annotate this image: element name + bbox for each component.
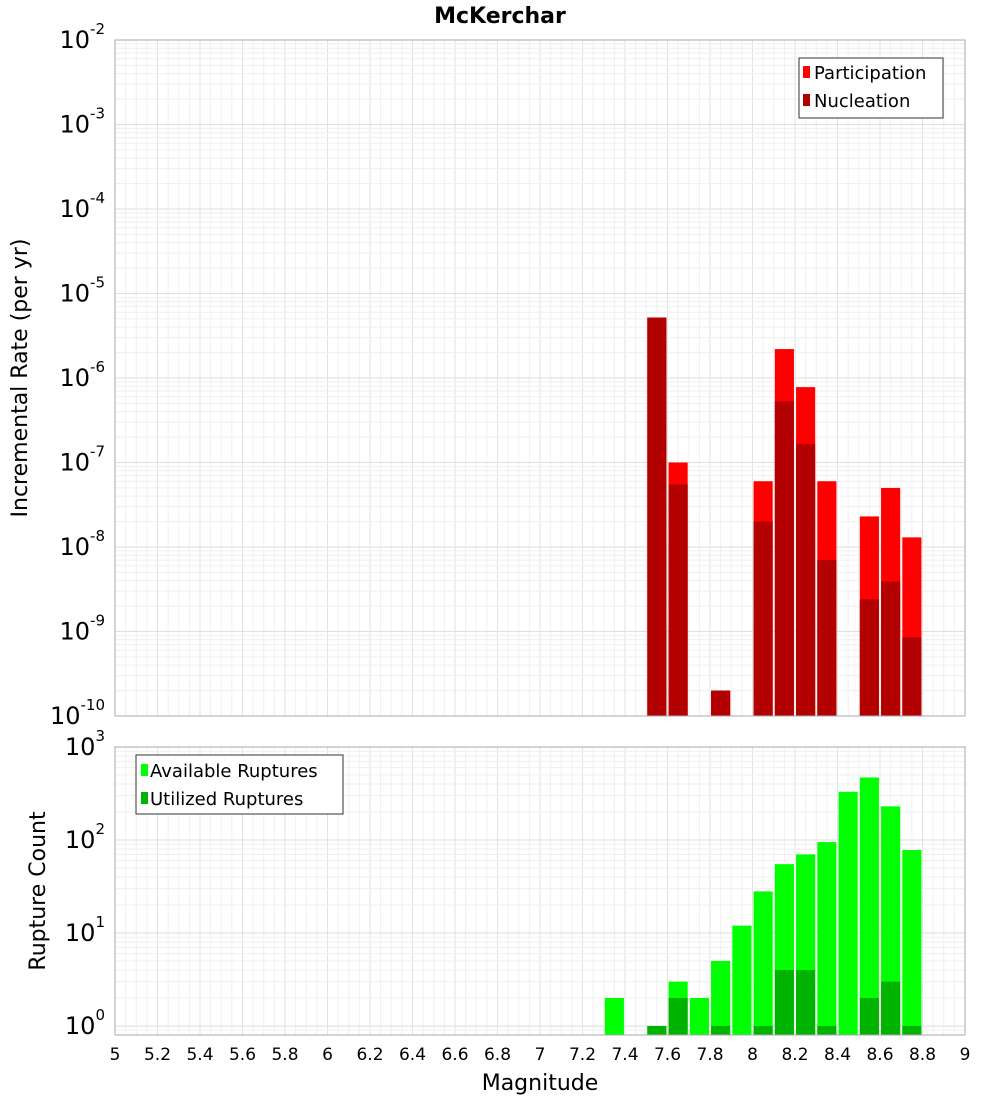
count-y-axis-label: Rupture Count <box>26 811 51 971</box>
x-tick-label: 5.8 <box>271 1045 298 1065</box>
participation-legend-swatch <box>803 66 810 78</box>
y-tick-label: 10-4 <box>59 189 105 223</box>
y-tick-label: 10-10 <box>50 696 105 730</box>
count-panel: 103 102 101 100 Rupture Count Available Rup… <box>26 727 966 1040</box>
participation-legend-label: Participation <box>814 63 926 84</box>
nucleation-bar <box>774 401 794 716</box>
nucleation-bar <box>881 581 901 716</box>
available-ruptures-bar <box>689 997 709 1035</box>
y-tick-label: 10-7 <box>59 443 105 477</box>
rate-legend: Participation Nucleation <box>798 57 944 119</box>
available-ruptures-bar <box>881 806 901 1035</box>
x-tick-label: 5.6 <box>229 1045 256 1065</box>
utilized-ruptures-bar <box>796 969 816 1035</box>
x-tick-labels: 5 5.2 5.4 5.6 5.8 6 6.2 6.4 6.6 6.8 7 7.2 7.4 7.6 7.8 8… <box>110 1045 971 1065</box>
available-ruptures-bar <box>859 777 879 1035</box>
x-tick-label: 5.2 <box>144 1045 171 1065</box>
x-tick-label: 8 <box>747 1045 758 1065</box>
x-tick-label: 7 <box>535 1045 546 1065</box>
y-tick-label: 100 <box>65 1006 105 1040</box>
y-tick-label: 10-9 <box>59 612 105 646</box>
x-tick-label: 6.2 <box>356 1045 383 1065</box>
x-tick-label: 7.6 <box>654 1045 681 1065</box>
nucleation-bar <box>817 560 837 716</box>
count-bars <box>604 777 922 1035</box>
available-ruptures-bar <box>838 791 858 1035</box>
nucleation-bar <box>753 521 773 716</box>
available-ruptures-legend-label: Available Ruptures <box>150 761 318 782</box>
available-ruptures-legend-swatch <box>141 764 148 776</box>
y-tick-label: 10-8 <box>59 527 105 561</box>
nucleation-bar <box>902 637 922 716</box>
available-ruptures-bar <box>732 925 752 1035</box>
x-tick-label: 6.6 <box>441 1045 468 1065</box>
y-tick-label: 103 <box>65 727 105 761</box>
x-tick-label: 6.4 <box>399 1045 426 1065</box>
count-y-ticks: 103 102 101 100 <box>65 727 105 1040</box>
count-legend-box <box>135 754 344 815</box>
available-ruptures-bar <box>604 997 624 1035</box>
utilized-ruptures-bar <box>774 969 794 1035</box>
utilized-ruptures-bar <box>711 1025 731 1035</box>
x-tick-label: 7.2 <box>569 1045 596 1065</box>
y-tick-label: 10-2 <box>59 20 105 54</box>
y-tick-label: 101 <box>65 913 105 947</box>
rate-plot-border <box>114 39 966 717</box>
rate-y-ticks: 10-2 10-3 10-4 10-5 10-6 10-7 10-8 10-9 10-10 <box>50 20 105 730</box>
utilized-ruptures-bar <box>753 1025 773 1035</box>
utilized-ruptures-bar <box>881 981 901 1035</box>
available-ruptures-bar <box>902 850 922 1035</box>
rate-legend-box <box>798 57 944 119</box>
nucleation-bar <box>796 444 816 716</box>
y-tick-label: 10-5 <box>59 274 105 308</box>
rate-grid <box>114 40 966 717</box>
utilized-ruptures-bar <box>817 1025 837 1035</box>
chart-title: McKerchar <box>434 4 566 29</box>
nucleation-bar <box>668 484 688 716</box>
nucleation-bar <box>711 690 731 716</box>
utilized-ruptures-bar <box>668 997 688 1035</box>
utilized-ruptures-legend-label: Utilized Ruptures <box>150 789 303 810</box>
x-tick-label: 6 <box>322 1045 333 1065</box>
x-tick-label: 8.2 <box>781 1045 808 1065</box>
rate-panel: 10-2 10-3 10-4 10-5 10-6 10-7 10-8 10-9 10-10 In… <box>8 20 966 730</box>
count-legend: Available Ruptures Utilized Ruptures <box>135 754 344 815</box>
x-tick-label: 8.6 <box>866 1045 893 1065</box>
x-tick-label: 5 <box>110 1045 121 1065</box>
rate-bars <box>647 317 922 716</box>
x-tick-label: 8.8 <box>909 1045 936 1065</box>
x-axis-label: Magnitude <box>482 1071 599 1096</box>
nucleation-bar <box>647 317 667 716</box>
nucleation-bar <box>859 599 879 716</box>
x-tick-label: 9 <box>960 1045 971 1065</box>
x-tick-label: 7.8 <box>696 1045 723 1065</box>
nucleation-legend-label: Nucleation <box>814 91 910 112</box>
y-tick-label: 10-6 <box>59 358 105 392</box>
nucleation-legend-swatch <box>803 94 810 106</box>
rate-y-axis-label: Incremental Rate (per yr) <box>8 239 33 518</box>
y-tick-label: 10-3 <box>59 105 105 139</box>
y-tick-label: 102 <box>65 820 105 854</box>
count-plot-border <box>114 746 966 1036</box>
x-tick-label: 7.4 <box>611 1045 638 1065</box>
x-tick-label: 8.4 <box>824 1045 851 1065</box>
x-tick-label: 5.4 <box>186 1045 213 1065</box>
utilized-ruptures-bar <box>647 1025 667 1035</box>
utilized-ruptures-bar <box>902 1025 922 1035</box>
available-ruptures-bar <box>711 960 731 1035</box>
utilized-ruptures-bar <box>859 997 879 1035</box>
x-tick-label: 6.8 <box>484 1045 511 1065</box>
available-ruptures-bar <box>817 842 837 1035</box>
available-ruptures-bar <box>753 891 773 1035</box>
utilized-ruptures-legend-swatch <box>141 792 148 804</box>
